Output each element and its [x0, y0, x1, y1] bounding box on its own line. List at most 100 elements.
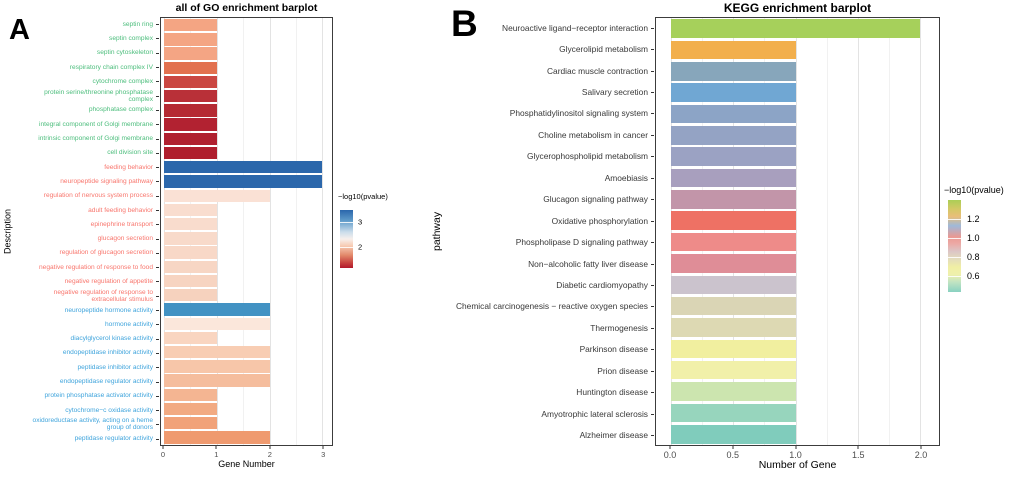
go-bar-row [161, 118, 332, 132]
go-bar [163, 388, 217, 401]
kegg-y-axis-label: Thermogenesis [440, 317, 655, 338]
kegg-y-axis-label-text: Chemical carcinogenesis − reactive oxyge… [455, 301, 648, 312]
go-minor-gridline [190, 18, 192, 445]
go-y-axis-label: intrinsic component of Golgi membrane [26, 131, 160, 145]
go-y-axis-label-text: neuropeptide hormone activity [64, 306, 153, 314]
go-bar [163, 317, 270, 330]
go-y-axis-label-text: respiratory chain complex IV [69, 63, 153, 71]
kegg-y-axis-label-text: Neuroactive ligand−receptor interaction [502, 22, 648, 33]
go-chart-title: all of GO enrichment barplot [175, 2, 318, 14]
kegg-y-axis-label: Glucagon signaling pathway [440, 189, 655, 210]
go-y-axis-label: septin cytoskeleton [26, 46, 160, 60]
go-y-tick-mark [156, 410, 159, 412]
kegg-major-gridline [857, 18, 859, 445]
kegg-major-gridline [733, 18, 735, 445]
go-y-axis-label-text: integral component of Golgi membrane [39, 120, 153, 128]
go-y-axis-labels: septin ring septin complex septin cytoskel… [26, 17, 160, 446]
go-bar-row [161, 288, 332, 302]
kegg-y-tick-mark [651, 49, 654, 51]
go-y-tick-mark [156, 109, 159, 111]
kegg-bar [670, 62, 796, 81]
go-bar [163, 331, 217, 345]
go-y-axis-label: protein phosphatase activator activity [26, 389, 160, 403]
go-y-tick-mark [156, 81, 159, 83]
kegg-major-gridline [920, 18, 922, 445]
go-minor-gridline [243, 18, 245, 445]
kegg-bar-row [656, 317, 939, 338]
go-y-axis-label-text: cell division site [107, 149, 153, 157]
kegg-legend-tick-mark [948, 219, 961, 221]
go-y-axis-label-text: septin complex [109, 34, 153, 42]
kegg-bar-row [656, 146, 939, 167]
kegg-x-tick-label: 1.5 [851, 450, 865, 460]
go-bar-row [161, 331, 332, 345]
kegg-x-tick-label: 0.0 [663, 450, 677, 460]
go-bar [163, 360, 270, 373]
go-x-tick-label: 1 [214, 450, 219, 459]
go-y-tick-mark [156, 438, 159, 440]
go-y-axis-label: glucagon secretion [26, 231, 160, 245]
kegg-bar-row [656, 295, 939, 316]
go-major-gridline [322, 18, 324, 445]
kegg-y-tick-mark [651, 113, 654, 115]
kegg-bar-row [656, 189, 939, 210]
kegg-bar [670, 360, 796, 380]
kegg-y-tick-mark [651, 413, 654, 415]
go-x-tick-mark [322, 446, 324, 449]
go-y-tick-mark [156, 324, 159, 326]
go-bar [163, 175, 323, 188]
go-y-tick-mark [156, 67, 159, 69]
go-y-axis-label-text: neuropeptide signaling pathway [60, 177, 153, 185]
go-bar-row [161, 18, 332, 32]
go-y-axis-label-text: regulation of glucagon secretion [59, 249, 153, 257]
go-y-tick-mark [156, 95, 159, 97]
kegg-y-axis-label-text: Cardiac muscle contraction [546, 65, 648, 76]
kegg-y-axis-label-text: Oxidative phosphorylation [551, 215, 648, 226]
kegg-bar-row [656, 381, 939, 402]
go-y-axis-label-text: epinephrine transport [90, 220, 153, 228]
go-y-axis-label: adult feeding behavior [26, 203, 160, 217]
kegg-major-gridline [795, 18, 797, 445]
go-bar [163, 217, 217, 231]
go-bar-row [161, 132, 332, 146]
go-bar-row [161, 402, 332, 416]
go-bar-row [161, 189, 332, 203]
go-y-tick-mark [156, 138, 159, 140]
kegg-chart-title: KEGG enrichment barplot [723, 1, 872, 15]
kegg-y-axis-label-text: Amoebiasis [604, 172, 648, 183]
go-bar-row [161, 430, 332, 444]
kegg-legend-tick-label: 1.2 [967, 214, 980, 225]
kegg-y-axis-label: Amoebiasis [440, 167, 655, 188]
go-x-tick-mark [162, 446, 164, 449]
go-bar-row [161, 373, 332, 387]
go-y-tick-mark [156, 24, 159, 26]
kegg-x-tick-label: 2.0 [914, 450, 928, 460]
kegg-minor-gridline [888, 18, 890, 445]
go-y-axis-label: neuropeptide signaling pathway [26, 174, 160, 188]
go-bar-row [161, 416, 332, 430]
go-bar [163, 90, 217, 103]
go-bar [163, 289, 217, 302]
kegg-x-tick-label: 1.0 [789, 450, 802, 460]
go-bar-row [161, 46, 332, 60]
kegg-y-axis-label: Huntington disease [440, 381, 655, 402]
go-y-axis-label: diacylglycerol kinase activity [26, 332, 160, 346]
kegg-y-tick-mark [651, 70, 654, 72]
go-y-axis-label: neuropeptide hormone activity [26, 303, 160, 317]
go-y-axis-label-text: endopeptidase inhibitor activity [62, 349, 153, 357]
kegg-bar-row [656, 82, 939, 103]
kegg-bar-row [656, 253, 939, 274]
go-y-axis-label-text: cytochrome−c oxidase activity [65, 406, 153, 414]
kegg-bar-row [656, 18, 939, 39]
kegg-y-tick-mark [651, 27, 654, 29]
go-bar-row [161, 203, 332, 217]
go-y-tick-mark [156, 338, 159, 340]
kegg-plot-area [655, 17, 940, 446]
kegg-legend-tick-mark [948, 275, 961, 277]
go-y-axis-label: protein serine/threonine phosphatase com… [26, 88, 160, 103]
kegg-x-tick-label: 0.5 [726, 450, 739, 460]
go-major-gridline [269, 18, 271, 445]
kegg-y-axis-label-text: Thermogenesis [590, 322, 648, 333]
kegg-bar-row [656, 39, 939, 60]
